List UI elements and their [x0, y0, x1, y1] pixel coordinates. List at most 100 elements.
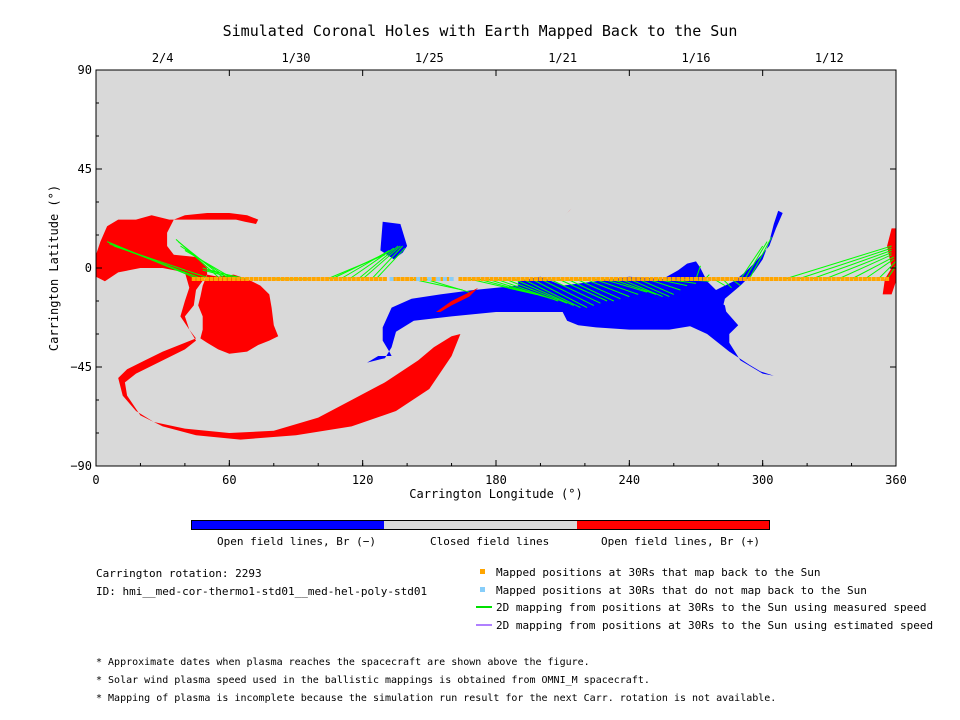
mapped-point — [320, 277, 325, 281]
mapped-point — [511, 277, 516, 281]
y-tick-label: −90 — [70, 459, 92, 473]
mapped-point — [334, 277, 338, 281]
legend-unmapped-label: Mapped positions at 30Rs that do not map… — [496, 584, 867, 597]
mapped-point — [609, 277, 614, 281]
mapped-point — [587, 277, 592, 281]
colorbar-closed — [384, 521, 577, 529]
mapped-point — [685, 277, 690, 281]
mapping-line — [340, 249, 390, 280]
mapped-point — [631, 277, 636, 281]
mapped-point — [880, 277, 885, 281]
mapping-line — [549, 278, 601, 304]
mapped-point — [725, 277, 730, 281]
mapping-line — [877, 261, 897, 280]
x-tick-label: 60 — [222, 473, 236, 487]
unmapped-point — [449, 277, 454, 281]
mapped-point — [756, 277, 761, 281]
colorbar-negative — [192, 521, 384, 529]
mapped-point — [694, 277, 698, 281]
mapping-line — [362, 245, 401, 280]
mapped-point — [360, 277, 365, 281]
region-south-ring-positive — [198, 274, 279, 354]
mapping-line — [540, 278, 594, 306]
mapping-line — [838, 254, 892, 280]
mapped-point — [574, 277, 578, 281]
mapped-point — [338, 277, 343, 281]
note-incomplete: * Mapping of plasma is incomplete becaus… — [96, 693, 777, 704]
mapped-point — [365, 277, 370, 281]
mapping-line — [424, 278, 470, 293]
legend-estimated-label: 2D mapping from positions at 30Rs to the… — [496, 619, 934, 632]
mapping-line — [784, 245, 892, 280]
unmapped-point — [427, 277, 432, 281]
mapped-point — [302, 277, 307, 281]
mapped-point — [778, 277, 783, 281]
mapping-line — [638, 278, 674, 295]
mapped-point — [440, 277, 445, 281]
mapped-point — [347, 277, 352, 281]
mapped-point — [596, 277, 601, 281]
mapped-point — [769, 277, 774, 281]
mapped-point — [351, 277, 356, 281]
mapped-point — [542, 277, 547, 281]
mapped-point — [698, 277, 703, 281]
mapped-point — [862, 277, 867, 281]
top-date-label: 1/12 — [815, 51, 844, 65]
mapped-point — [476, 277, 481, 281]
mapped-point — [707, 277, 712, 281]
mapped-point — [836, 277, 841, 281]
mapped-point — [391, 277, 396, 281]
plot-background — [96, 70, 896, 466]
x-tick-label: 0 — [92, 473, 99, 487]
mapping-line — [864, 258, 895, 280]
y-tick-label: 90 — [78, 63, 92, 77]
mapped-point — [618, 277, 623, 281]
mapped-point — [809, 277, 814, 281]
mapped-point — [267, 277, 272, 281]
mapped-point — [534, 277, 538, 281]
mapped-point — [516, 277, 521, 281]
mapping-line — [357, 245, 399, 280]
mapped-point — [662, 277, 667, 281]
legend-mapped-swatch — [480, 569, 485, 574]
mapped-point — [254, 277, 258, 281]
colorbar-label-negative: Open field lines, Br (−) — [217, 535, 376, 548]
mapped-point — [867, 277, 872, 281]
mapped-point — [578, 277, 583, 281]
chart-title: Simulated Coronal Holes with Earth Mappe… — [222, 22, 738, 40]
mapped-point — [845, 277, 850, 281]
mapping-line — [824, 252, 892, 280]
mapping-line — [740, 245, 764, 280]
y-tick-label: −45 — [70, 360, 92, 374]
mapped-point — [827, 277, 832, 281]
mapped-point — [569, 277, 574, 281]
mapped-point — [871, 277, 876, 281]
mapped-point — [885, 277, 890, 281]
mapped-point — [258, 277, 263, 281]
y-tick-label: 0 — [85, 261, 92, 275]
mapped-point — [640, 277, 645, 281]
mapped-point — [774, 277, 778, 281]
mapped-point — [742, 277, 747, 281]
mapped-point — [600, 277, 605, 281]
carrington-rotation: Carrington rotation: 2293 — [96, 567, 262, 580]
x-tick-label: 120 — [352, 473, 374, 487]
mapped-point — [854, 277, 858, 281]
mapped-point — [316, 277, 321, 281]
mapped-point — [418, 277, 423, 281]
mapped-point — [738, 277, 743, 281]
mapped-point — [285, 277, 290, 281]
mapped-point — [716, 277, 721, 281]
mapped-point — [458, 277, 463, 281]
legend-unmapped-swatch — [480, 587, 485, 592]
mapped-point — [382, 277, 387, 281]
mapped-point — [325, 277, 330, 281]
top-date-label: 1/16 — [682, 51, 711, 65]
mapped-point — [196, 277, 201, 281]
mapped-point — [791, 277, 796, 281]
mapped-point — [805, 277, 810, 281]
mapped-point — [400, 277, 405, 281]
mapping-line — [620, 278, 663, 298]
mapped-point — [494, 277, 498, 281]
mapping-line — [522, 278, 581, 309]
